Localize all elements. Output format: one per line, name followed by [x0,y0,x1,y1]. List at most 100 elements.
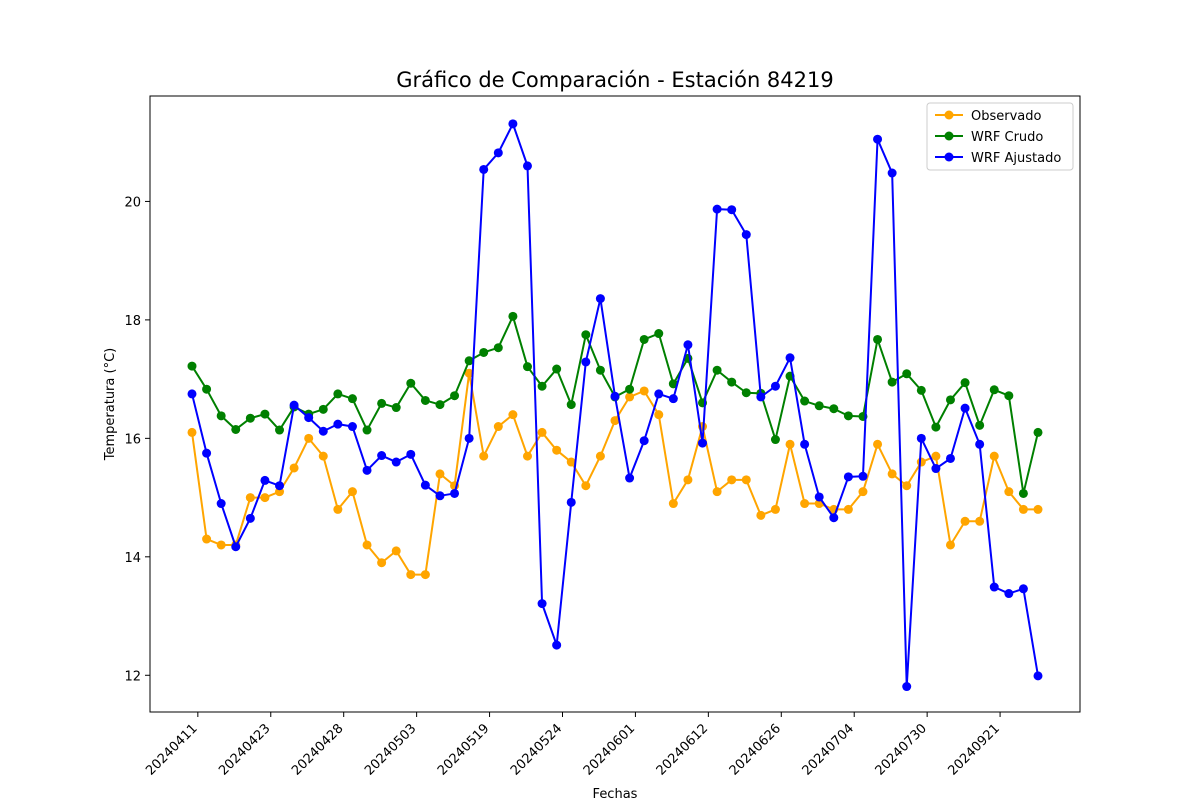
data-point-wrf-crudo [450,391,460,401]
data-point-wrf-ajustado [756,392,766,402]
data-point-observado [406,570,416,580]
data-point-wrf-ajustado [289,400,299,410]
data-point-observado [566,457,576,467]
data-point-wrf-crudo [479,347,489,357]
y-tick-label: 20 [124,195,141,210]
data-point-wrf-crudo [960,378,970,388]
data-point-wrf-ajustado [800,439,810,449]
data-point-wrf-crudo [829,404,839,414]
data-point-wrf-crudo [435,400,445,410]
data-point-observado [245,493,255,503]
data-point-wrf-ajustado [406,449,416,459]
data-point-wrf-ajustado [450,488,460,498]
data-point-observado [595,451,605,461]
x-tick-label: 20240519 [435,721,492,778]
data-point-wrf-ajustado [829,513,839,523]
data-point-wrf-crudo [187,361,197,371]
data-point-wrf-crudo [654,329,664,339]
data-point-wrf-ajustado [566,497,576,507]
data-point-observado [741,475,751,485]
data-point-wrf-ajustado [508,119,518,129]
data-point-wrf-crudo [1004,391,1014,401]
legend-box [926,102,1074,171]
data-point-observado [581,481,591,491]
data-point-wrf-crudo [275,425,285,435]
data-point-observado [187,427,197,437]
data-point-observado [945,540,955,550]
data-point-wrf-crudo [814,401,824,411]
data-point-wrf-ajustado [843,472,853,482]
data-point-wrf-crudo [508,311,518,321]
data-point-wrf-ajustado [639,436,649,446]
data-point-wrf-ajustado [654,389,664,399]
data-point-wrf-crudo [347,394,357,404]
data-point-observado [989,451,999,461]
data-point-observado [420,570,430,580]
axes: 12 14 16 18 20 20240411 20240423 20240428 202405… [124,95,1081,779]
data-point-observado [522,451,532,461]
data-point-observado [625,392,635,402]
data-point-wrf-crudo [989,385,999,395]
data-point-wrf-crudo [727,377,737,387]
data-point-observado [377,558,387,568]
data-point-wrf-crudo [464,356,474,366]
data-point-observado [202,534,212,544]
data-point-wrf-ajustado [216,499,226,509]
data-point-observado [289,463,299,473]
data-point-wrf-ajustado [333,419,343,429]
data-point-wrf-ajustado [975,439,985,449]
data-point-wrf-crudo [318,404,328,414]
data-point-wrf-crudo [537,381,547,391]
data-point-wrf-ajustado [683,340,693,350]
legend-label-wrf-ajustado: WRF Ajustado [971,151,1061,166]
data-point-wrf-ajustado [318,426,328,436]
data-point-observado [464,368,474,378]
data-point-wrf-crudo [260,409,270,419]
data-point-wrf-crudo [406,378,416,388]
data-point-wrf-ajustado [479,164,489,174]
data-point-wrf-crudo [916,385,926,395]
data-point-wrf-ajustado [391,457,401,467]
y-tick-label: 18 [124,314,141,329]
data-point-observado [712,487,722,497]
data-point-wrf-crudo [639,334,649,344]
x-tick-label: 20240921 [946,721,1003,778]
data-point-observado [493,422,503,432]
data-point-observado [975,516,985,526]
data-point-observado [508,410,518,420]
legend-marker-observado [944,110,954,120]
data-point-wrf-ajustado [1018,584,1028,594]
data-point-observado [727,475,737,485]
data-point-observado [960,516,970,526]
data-point-wrf-ajustado [245,513,255,523]
data-point-observado [800,499,810,509]
data-point-observado [1018,504,1028,514]
data-point-observado [843,504,853,514]
data-point-wrf-crudo [712,365,722,375]
data-point-observado [333,504,343,514]
data-point-wrf-crudo [581,330,591,340]
legend-label-wrf-crudo: WRF Crudo [971,130,1043,145]
data-point-observado [770,504,780,514]
plot-frame [149,95,1081,713]
data-point-observado [887,469,897,479]
x-axis-label: Fechas [593,787,638,800]
data-point-observado [639,386,649,396]
data-point-wrf-ajustado [814,492,824,502]
data-point-wrf-ajustado [1004,589,1014,599]
data-point-wrf-crudo [362,425,372,435]
x-tick-label: 20240601 [581,721,638,778]
data-point-observado [1004,487,1014,497]
data-point-wrf-ajustado [464,433,474,443]
legend-marker-wrf-crudo [944,131,954,141]
plot-area [187,119,1043,692]
data-point-observado [756,510,766,520]
data-point-wrf-crudo [566,400,576,410]
data-point-wrf-crudo [945,395,955,405]
data-point-observado [931,451,941,461]
data-point-wrf-ajustado [741,230,751,240]
x-tick-label: 20240428 [289,721,346,778]
data-point-wrf-ajustado [347,422,357,432]
data-point-wrf-crudo [231,424,241,434]
y-tick-label: 16 [124,432,141,447]
